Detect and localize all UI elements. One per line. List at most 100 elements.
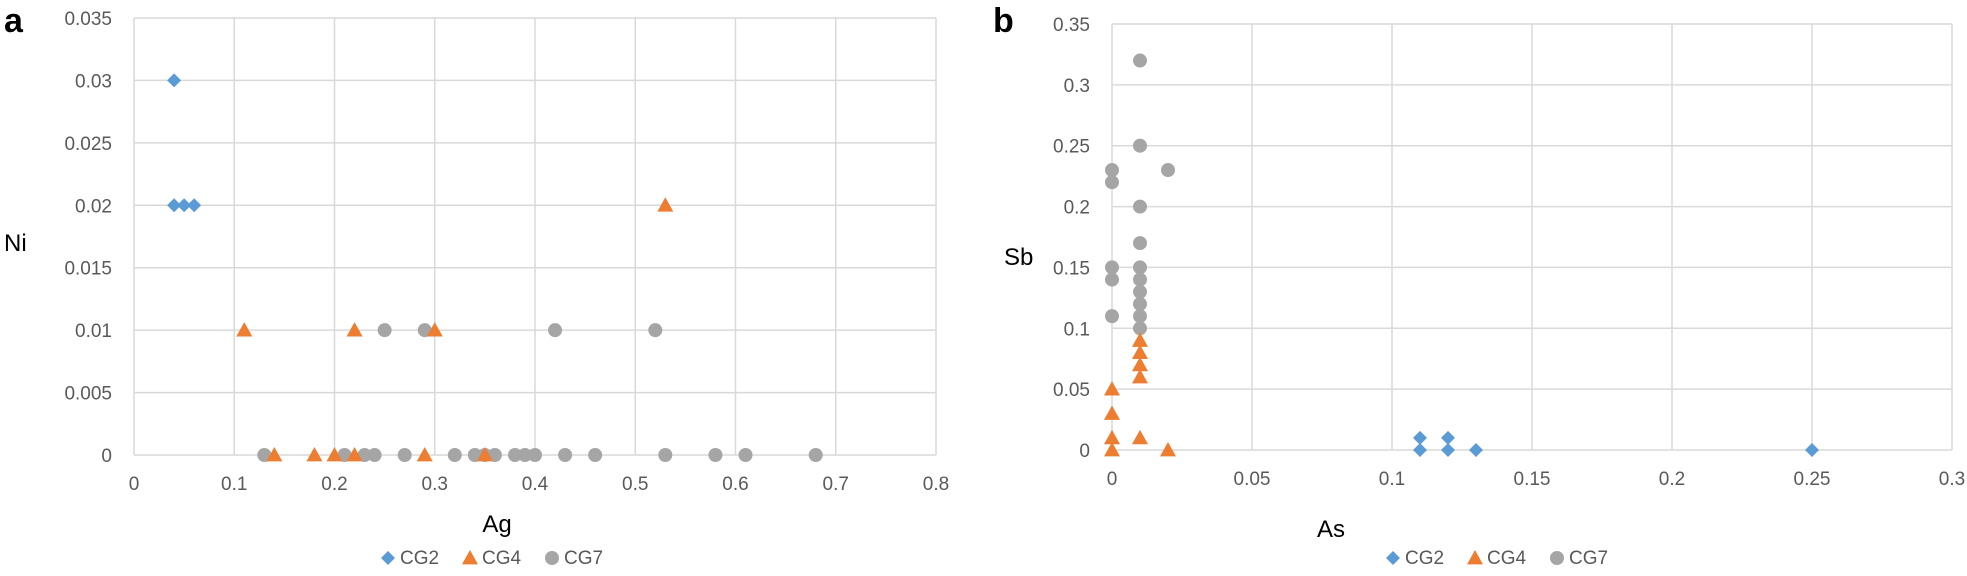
panel-a-cg4-point	[346, 322, 363, 337]
panel-b-letter: b	[993, 2, 1014, 40]
panel-b-cg7-point	[1105, 309, 1119, 324]
panel-a-cg4-point	[326, 447, 343, 462]
panel-b-x-tick-label: 0.3	[1939, 469, 1965, 490]
panel-a-y-tick-label: 0.035	[64, 9, 112, 30]
panel-a-cg2-point	[167, 198, 182, 213]
panel-b-x-ticks: 0 0.05 0.1 0.15 0.2 0.25 0.3	[1107, 469, 1966, 490]
panel-a-cg4-point	[306, 447, 323, 462]
panel-a-cg7-point	[487, 448, 502, 462]
panel-a-legend: CG2 CG4 CG7	[381, 548, 603, 569]
panel-a-cg7-point	[507, 448, 522, 462]
panel-b-x-axis-label: As	[1317, 516, 1345, 543]
panel-b-cg4-point	[1132, 344, 1148, 360]
panel-a-cg7-point	[257, 448, 272, 462]
panel-a: a 0 0.1 0.2 0.3 0.4 0.5 0.6 0.7 0.8 0 0.005 0.01 0.…	[4, 2, 949, 569]
panel-a-cg7-point	[558, 448, 573, 462]
panel-a-cg7-point	[648, 323, 663, 338]
panel-b-cg7-point	[1133, 236, 1147, 251]
panel-b-grid	[1111, 23, 1953, 451]
panel-b-y-tick-label: 0.25	[1053, 137, 1090, 158]
panel-b-cg7-point	[1133, 272, 1147, 287]
panel-a-legend-cg7-marker	[545, 551, 559, 565]
panel-a-cg4-point	[426, 322, 443, 337]
panel-a-y-tick-label: 0.02	[75, 196, 112, 217]
panel-b-cg7-point	[1133, 309, 1147, 324]
panel-b-cg2-point	[1441, 430, 1455, 445]
panel-b-cg7-point	[1133, 284, 1147, 299]
panel-a-x-tick-label: 0	[129, 474, 140, 495]
panel-a-x-ticks: 0 0.1 0.2 0.3 0.4 0.5 0.6 0.7 0.8	[129, 474, 950, 495]
panel-a-x-tick-label: 0.4	[522, 474, 549, 495]
panel-b-cg4-point	[1160, 442, 1176, 457]
panel-b-cg4-point	[1132, 429, 1148, 445]
panel-b-cg4-point	[1132, 332, 1148, 347]
panel-a-legend-cg2-label: CG2	[400, 548, 439, 569]
panel-a-cg2-point	[187, 198, 202, 213]
panel-b-y-tick-label: 0.3	[1064, 76, 1090, 97]
panel-a-y-tick-label: 0	[101, 446, 112, 467]
panel-a-cg7-point	[467, 448, 482, 462]
panel-a-cg7-point	[447, 448, 462, 462]
panel-b-y-tick-label: 0	[1079, 441, 1090, 462]
panel-a-cg7-point	[528, 448, 542, 462]
panel-a-x-tick-label: 0.2	[321, 474, 347, 495]
panel-a-cg7-point	[417, 323, 432, 338]
panel-b-legend-cg7-marker	[1550, 551, 1564, 565]
panel-a-cg4-point	[236, 322, 253, 337]
panel-a-grid	[133, 17, 937, 456]
panel-a-cg4-point	[266, 447, 283, 462]
panel-a-cg7-point	[808, 448, 823, 462]
panel-a-y-tick-label: 0.01	[75, 321, 112, 342]
panel-b-cg7-point	[1105, 175, 1119, 190]
panel-b-cg2-point	[1469, 443, 1483, 457]
panel-b-cg7-point	[1133, 199, 1147, 214]
panel-a-legend-cg2-marker	[381, 551, 395, 565]
panel-b-legend-cg4-marker	[1467, 550, 1483, 565]
panel-b-legend-cg4-label: CG4	[1487, 548, 1527, 569]
panel-a-cg7-point	[337, 448, 352, 462]
panel-b-legend: CG2 CG4 CG7	[1386, 548, 1608, 569]
panel-a-cg7-point	[377, 323, 392, 338]
panel-b-cg7-point	[1133, 53, 1147, 68]
panel-a-x-tick-label: 0.1	[221, 474, 247, 495]
panel-b-y-axis-label: Sb	[1004, 244, 1033, 271]
panel-a-x-tick-label: 0.8	[923, 474, 949, 495]
panel-a-y-axis-label: Ni	[4, 230, 27, 257]
panel-b-cg4-point	[1104, 381, 1120, 396]
panel-a-cg4-point	[657, 197, 674, 212]
panel-b-legend-cg2-label: CG2	[1405, 548, 1444, 569]
panel-b-y-tick-label: 0.1	[1064, 319, 1090, 340]
panel-a-cg2-point	[167, 73, 182, 88]
panel-b: b 0 0.05 0.1 0.15 0.2 0.25 0.3 0 0.05 0.1 0.15 0.2…	[993, 2, 1965, 569]
panel-b-x-tick-label: 0.15	[1514, 469, 1551, 490]
panel-b-cg7-point	[1161, 163, 1175, 178]
panel-a-cg4-point	[476, 447, 493, 462]
panel-b-x-tick-label: 0.1	[1379, 469, 1405, 490]
panel-b-legend-cg7-label: CG7	[1569, 548, 1608, 569]
panel-b-cg7-point	[1105, 272, 1119, 287]
panel-b-cg2-point	[1441, 443, 1455, 457]
panel-a-cg7-point	[367, 448, 382, 462]
panel-a-y-tick-label: 0.005	[64, 384, 112, 405]
panel-a-y-ticks: 0 0.005 0.01 0.015 0.02 0.025 0.03 0.035	[64, 9, 112, 467]
panel-a-cg7-point	[588, 448, 603, 462]
panel-a-cg4-point	[416, 447, 433, 462]
panel-a-cg7-point	[738, 448, 753, 462]
panel-b-cg4-point	[1132, 368, 1148, 384]
panel-b-cg7-point	[1105, 163, 1119, 178]
panel-b-x-tick-label: 0.05	[1234, 469, 1271, 490]
panel-b-y-tick-label: 0.05	[1053, 380, 1090, 401]
panel-b-cg2-point	[1413, 443, 1427, 457]
panel-a-legend-cg7-label: CG7	[564, 548, 603, 569]
panel-b-x-tick-label: 0	[1107, 469, 1118, 490]
panel-b-y-ticks: 0 0.05 0.1 0.15 0.2 0.25 0.3 0.35	[1053, 15, 1090, 462]
panel-a-letter: a	[4, 2, 24, 40]
panel-b-cg7-point	[1133, 321, 1147, 336]
panel-a-x-tick-label: 0.5	[622, 474, 648, 495]
panel-a-x-tick-label: 0.7	[823, 474, 849, 495]
panel-b-cg7-point	[1133, 296, 1147, 311]
panel-b-cg7-point	[1133, 260, 1147, 275]
panel-a-cg7-point	[658, 448, 673, 462]
panel-b-x-tick-label: 0.2	[1659, 469, 1685, 490]
